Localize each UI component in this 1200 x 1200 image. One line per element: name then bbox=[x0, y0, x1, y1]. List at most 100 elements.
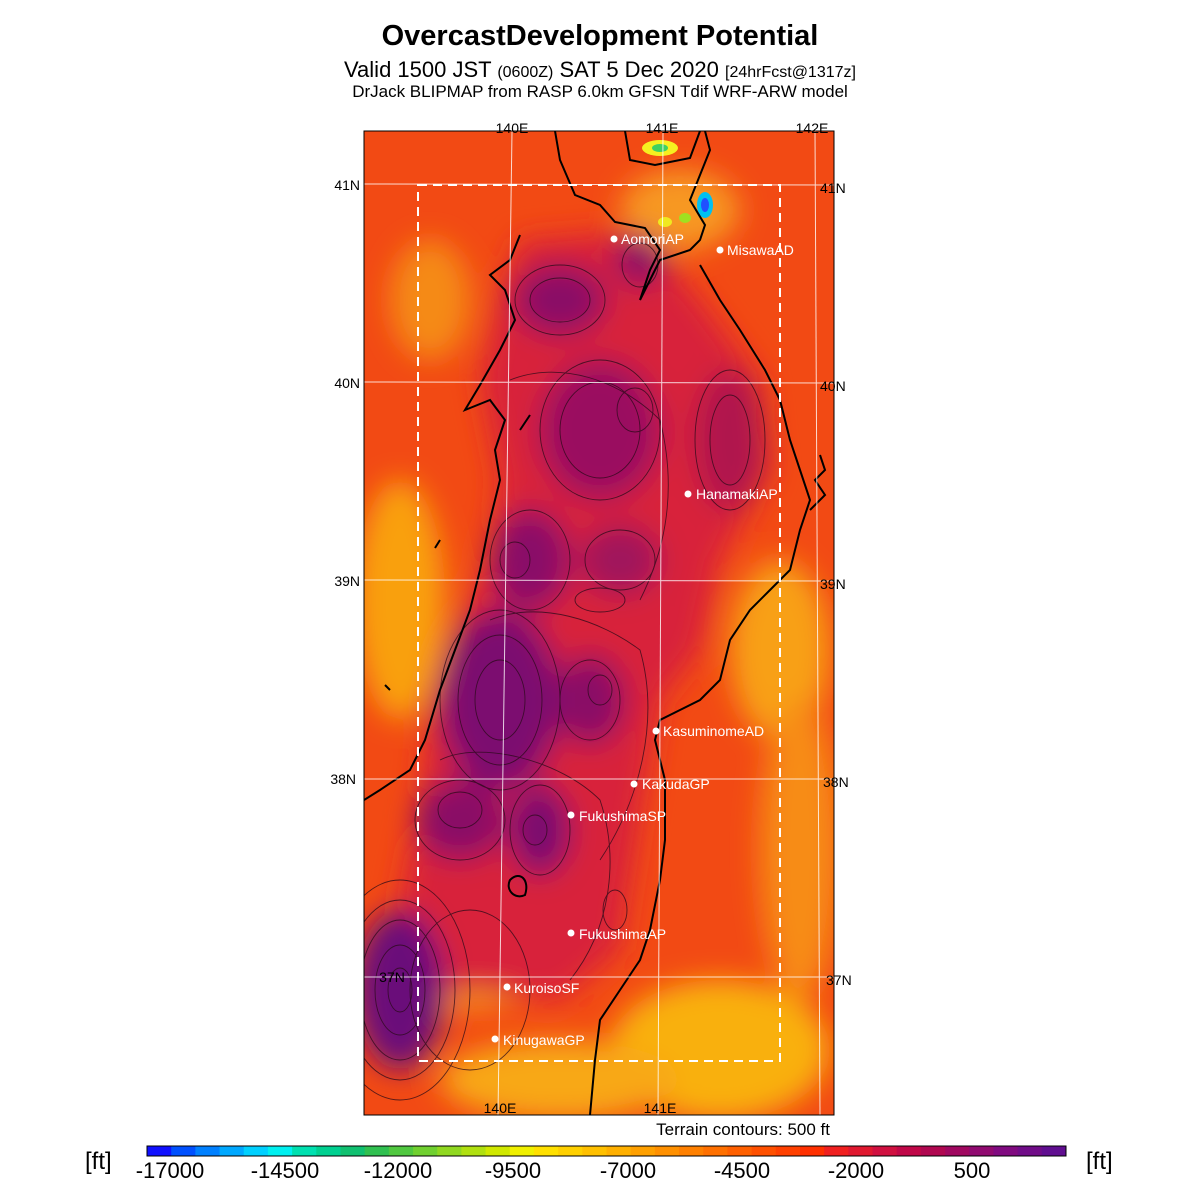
colorbar-swatch bbox=[388, 1146, 414, 1156]
station-kinugawa[interactable]: KinugawaGP bbox=[491, 1032, 585, 1048]
colorbar-swatch bbox=[147, 1146, 172, 1156]
colorbar-swatch bbox=[243, 1146, 269, 1156]
station-fukushima-sp[interactable]: FukushimaSP bbox=[567, 808, 667, 824]
lat-label-right: 40N bbox=[820, 378, 846, 394]
lat-label-left: 39N bbox=[334, 573, 360, 589]
terrain-contours bbox=[364, 242, 766, 1101]
station-label: KinugawaGP bbox=[503, 1032, 585, 1048]
colorbar-swatch bbox=[219, 1146, 245, 1156]
map-frame bbox=[363, 130, 835, 1116]
map-field bbox=[364, 131, 834, 1115]
colorbar-tick-label: -2000 bbox=[828, 1158, 884, 1183]
colorbar-swatch bbox=[654, 1146, 680, 1156]
colorbar-labels: -17000 -14500 -12000 -9500 -7000 -4500 -… bbox=[136, 1158, 991, 1183]
station-fukushima-ap[interactable]: FukushimaAP bbox=[567, 926, 667, 942]
graticule bbox=[363, 130, 835, 1116]
colorbar-tick-label: -9500 bbox=[485, 1158, 541, 1183]
station-kakuda[interactable]: KakudaGP bbox=[630, 776, 710, 792]
station-hanamaki[interactable]: HanamakiAP bbox=[684, 486, 778, 502]
station-label: KakudaGP bbox=[642, 776, 710, 792]
forecast-info: [24hrFcst@1317z] bbox=[725, 64, 856, 81]
colorbar-swatch bbox=[969, 1146, 994, 1156]
station-kasuminome[interactable]: KasuminomeAD bbox=[652, 723, 765, 739]
colorbar-frame bbox=[146, 1145, 1067, 1157]
lat-label-right: 38N bbox=[823, 774, 849, 790]
unit-label-right: [ft] bbox=[1086, 1148, 1113, 1175]
colorbar-swatch bbox=[799, 1146, 825, 1156]
valid-time-line: Valid 1500 JST (0600Z) SAT 5 Dec 2020 [2… bbox=[0, 57, 1200, 83]
station-label: AomoriAP bbox=[621, 231, 684, 247]
station-kuroiso[interactable]: KuroisoSF bbox=[503, 980, 580, 996]
colorbar-swatch bbox=[872, 1146, 898, 1156]
colorbar-swatch bbox=[533, 1146, 559, 1156]
colorbar-tick-label: -17000 bbox=[136, 1158, 205, 1183]
colorbar-swatch bbox=[485, 1146, 511, 1156]
station-label: FukushimaSP bbox=[579, 808, 666, 824]
colorbar-swatch bbox=[582, 1146, 607, 1156]
colorbar-swatch bbox=[727, 1146, 753, 1156]
anomaly-spot-core bbox=[652, 144, 668, 152]
colorbar-swatch bbox=[751, 1146, 777, 1156]
colorbar-swatch bbox=[316, 1146, 341, 1156]
station-markers: AomoriAP MisawaAD HanamakiAP KasuminomeA… bbox=[491, 231, 794, 1048]
model-line: DrJack BLIPMAP from RASP 6.0km GFSN Tdif… bbox=[352, 82, 848, 101]
lat-label-left: 37N bbox=[379, 969, 405, 985]
colorbar-swatch bbox=[364, 1146, 390, 1156]
station-aomori[interactable]: AomoriAP bbox=[610, 231, 685, 247]
colorbar-tick-label: -7000 bbox=[600, 1158, 656, 1183]
lat-label-right: 39N bbox=[820, 576, 846, 592]
station-label: FukushimaAP bbox=[579, 926, 666, 942]
colorbar-swatch bbox=[848, 1146, 874, 1156]
colorbar-swatch bbox=[945, 1146, 970, 1156]
lon-label-top: 140E bbox=[496, 120, 529, 136]
lon-label-top: 142E bbox=[796, 120, 829, 136]
lon-label-bottom: 140E bbox=[484, 1100, 517, 1116]
lat-label-left: 41N bbox=[334, 177, 360, 193]
colorbar-swatch bbox=[292, 1146, 317, 1156]
colorbar-tick-label: -12000 bbox=[364, 1158, 433, 1183]
anomaly-spot-core bbox=[701, 198, 709, 212]
lat-label-left: 40N bbox=[334, 375, 360, 391]
colorbar-swatch bbox=[413, 1146, 438, 1156]
colorbar-swatch bbox=[340, 1146, 366, 1156]
valid-local: Valid 1500 JST bbox=[344, 57, 492, 82]
colorbar-swatch bbox=[824, 1146, 849, 1156]
colorbar-swatch bbox=[993, 1146, 1019, 1156]
colorbar-tick-label: -4500 bbox=[714, 1158, 770, 1183]
anomaly-spot bbox=[658, 217, 672, 227]
colorbar-swatch bbox=[630, 1146, 656, 1156]
station-label: KuroisoSF bbox=[514, 980, 579, 996]
terrain-contour-note: Terrain contours: 500 ft bbox=[656, 1120, 830, 1139]
colorbar-swatch bbox=[703, 1146, 728, 1156]
colorbar-swatch bbox=[679, 1146, 704, 1156]
colorbar-swatch bbox=[920, 1146, 946, 1156]
lon-label-bottom: 141E bbox=[644, 1100, 677, 1116]
valid-utc: (0600Z) bbox=[497, 64, 554, 81]
colorbar-swatch bbox=[1017, 1146, 1043, 1156]
station-misawa[interactable]: MisawaAD bbox=[716, 242, 794, 258]
colorbar-swatch bbox=[558, 1146, 583, 1156]
colorbar-tick-label: -14500 bbox=[251, 1158, 320, 1183]
chart-title: OvercastDevelopment Potential bbox=[381, 20, 819, 52]
station-label: KasuminomeAD bbox=[663, 723, 764, 739]
colorbar-tick-label: 500 bbox=[954, 1158, 991, 1183]
colorbar-swatch bbox=[267, 1146, 293, 1156]
colorbar bbox=[146, 1145, 1067, 1157]
graticule-labels: 140E 141E 142E 140E 141E 41N 40N 39N 38N… bbox=[330, 120, 851, 1116]
colorbar-swatch bbox=[437, 1146, 462, 1156]
colorbar-swatch bbox=[195, 1146, 221, 1156]
colorbar-swatch bbox=[509, 1146, 535, 1156]
colorbar-swatch bbox=[171, 1146, 196, 1156]
colorbar-swatch bbox=[461, 1146, 487, 1156]
colorbar-swatch bbox=[1041, 1146, 1067, 1156]
colorbar-swatch bbox=[775, 1146, 801, 1156]
unit-label-left: [ft] bbox=[85, 1148, 112, 1175]
colorbar-swatch bbox=[606, 1146, 632, 1156]
colorbar-swatch bbox=[896, 1146, 922, 1156]
lon-label-top: 141E bbox=[646, 120, 679, 136]
field-shading bbox=[364, 170, 834, 1115]
anomaly-spot bbox=[679, 213, 691, 223]
lat-label-right: 41N bbox=[820, 180, 846, 196]
coastline bbox=[364, 131, 827, 1115]
